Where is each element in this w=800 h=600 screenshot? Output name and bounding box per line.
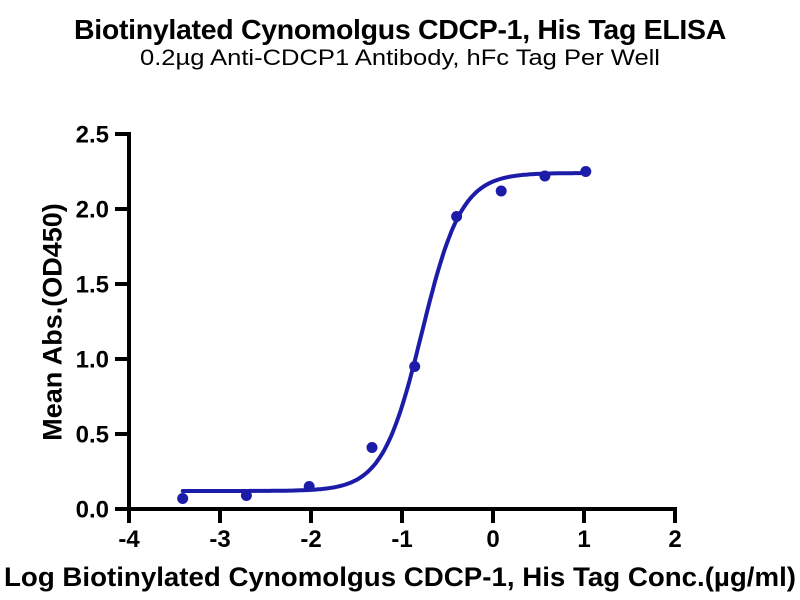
x-tick-label: -3	[209, 526, 230, 553]
x-tick-label: -4	[118, 526, 140, 553]
y-axis-title: Mean Abs.(OD450)	[37, 203, 67, 441]
x-tick-label: 0	[486, 526, 499, 553]
data-point	[303, 481, 315, 492]
data-point	[366, 442, 378, 453]
data-point	[409, 361, 421, 372]
x-tick-label: -1	[391, 526, 412, 553]
x-tick-label: 2	[668, 526, 681, 553]
chart-title: Biotinylated Cynomolgus CDCP-1, His Tag …	[74, 14, 726, 45]
y-tick-label: 1.5	[76, 271, 109, 298]
x-axis-title: Log Biotinylated Cynomolgus CDCP-1, His …	[4, 562, 796, 592]
data-point	[240, 490, 252, 501]
y-tick-label: 0.5	[76, 421, 109, 448]
fit-curve	[180, 171, 588, 493]
data-point	[177, 493, 189, 504]
y-tick-label: 0.0	[76, 496, 109, 523]
y-tick-label: 2.5	[76, 121, 109, 148]
x-tick-label: 1	[577, 526, 590, 553]
data-point	[451, 211, 463, 222]
y-tick-label: 2.0	[76, 196, 109, 223]
x-tick-label: -2	[300, 526, 321, 553]
data-point	[580, 166, 592, 177]
data-point	[495, 185, 507, 197]
y-tick-label: 1.0	[76, 346, 109, 373]
data-point	[539, 170, 551, 182]
chart-subtitle: 0.2µg Anti-CDCP1 Antibody, hFc Tag Per W…	[140, 45, 660, 70]
